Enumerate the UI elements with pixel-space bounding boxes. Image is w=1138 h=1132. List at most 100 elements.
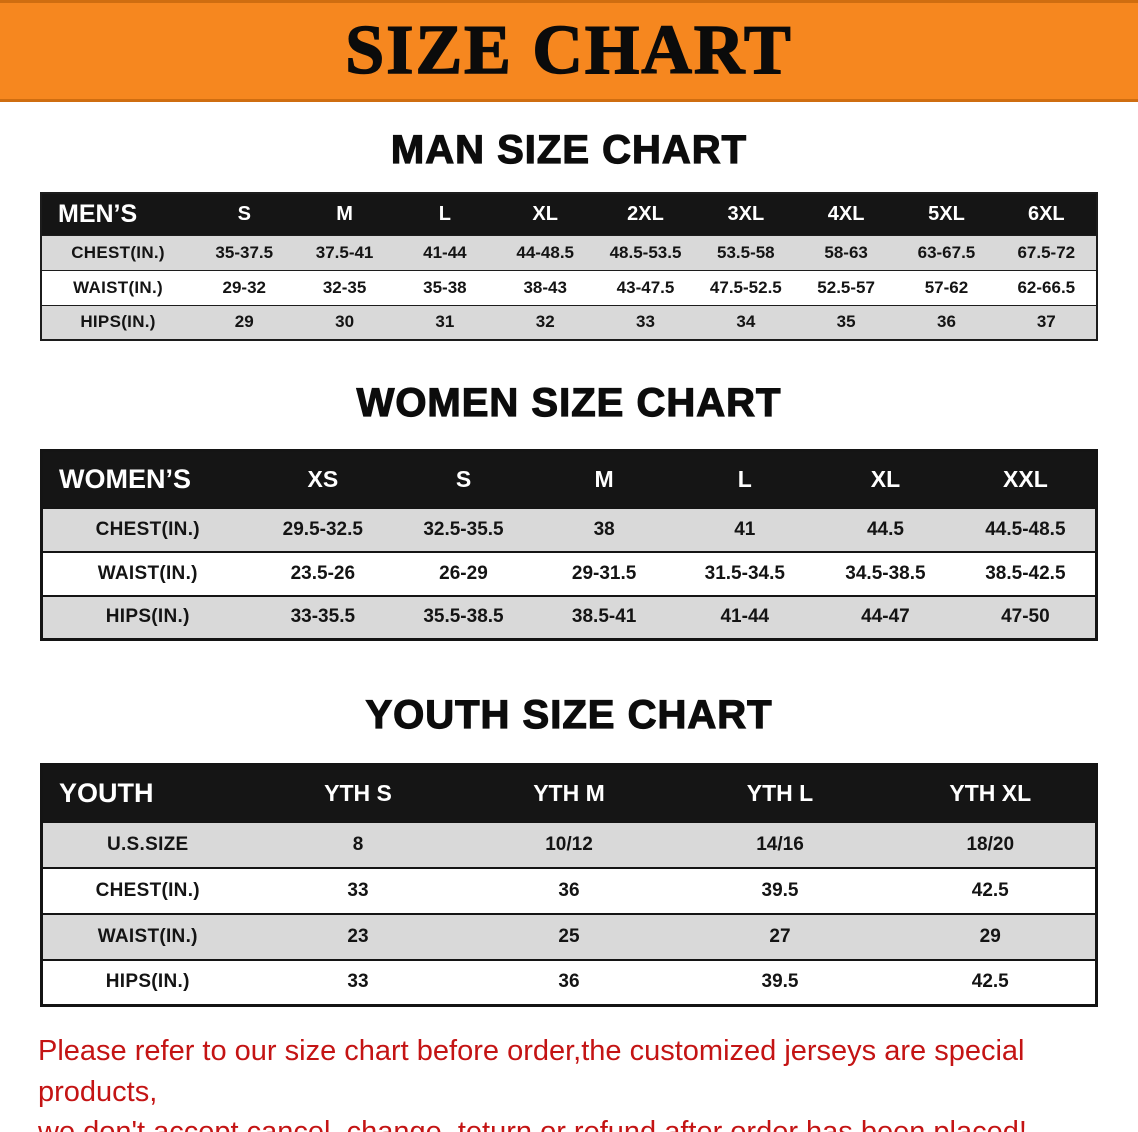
size-value-cell: 35-37.5 [194, 234, 295, 270]
size-column-header: M [294, 193, 395, 235]
row-label-cell: CHEST(IN.) [41, 506, 253, 552]
size-value-cell: 33 [252, 958, 464, 1006]
size-value-cell: 39.5 [674, 866, 886, 914]
size-value-cell: 32 [495, 304, 596, 340]
size-column-header: L [674, 450, 816, 508]
size-value-cell: 41-44 [674, 594, 816, 640]
men-size-section: MAN SIZE CHART MEN’S S M L XL 2XL 3XL 4XL 5XL 6XL… [0, 102, 1138, 341]
banner-title: SIZE CHART [345, 12, 793, 89]
table-corner-label: YOUTH [41, 764, 253, 822]
size-value-cell: 35 [795, 304, 897, 340]
size-value-cell: 37.5-41 [294, 234, 395, 270]
size-value-cell: 14/16 [674, 820, 886, 868]
women-size-section: WOMEN SIZE CHART WOMEN’S XS S M L XL XXL CHEST(… [0, 341, 1138, 641]
size-value-cell: 34.5-38.5 [815, 550, 956, 596]
size-value-cell: 42.5 [885, 866, 1097, 914]
size-value-cell: 52.5-57 [795, 269, 897, 305]
table-header-row: MEN’S S M L XL 2XL 3XL 4XL 5XL 6XL [41, 193, 1097, 235]
size-value-cell: 42.5 [885, 958, 1097, 1006]
row-label-cell: WAIST(IN.) [41, 550, 253, 596]
size-column-header: S [194, 193, 295, 235]
size-value-cell: 33-35.5 [252, 594, 394, 640]
row-label-cell: HIPS(IN.) [41, 304, 195, 340]
size-value-cell: 44.5-48.5 [955, 506, 1097, 552]
disclaimer-line: we don't accept cancel, change, teturn o… [38, 1112, 1108, 1132]
table-row: CHEST(IN.) 29.5-32.5 32.5-35.5 38 41 44.5 44.5… [41, 506, 1097, 552]
disclaimer: Please refer to our size chart before or… [38, 1031, 1108, 1132]
size-column-header: 3XL [695, 193, 796, 235]
size-column-header: YTH L [674, 764, 886, 822]
size-value-cell: 26-29 [393, 550, 534, 596]
size-column-header: YTH XL [885, 764, 1097, 822]
size-value-cell: 48.5-53.5 [595, 234, 696, 270]
size-value-cell: 35-38 [394, 269, 496, 305]
table-row: WAIST(IN.) 23.5-26 26-29 29-31.5 31.5-34.5 34… [41, 550, 1097, 596]
size-value-cell: 29 [194, 304, 295, 340]
row-label-cell: HIPS(IN.) [41, 958, 253, 1006]
size-value-cell: 63-67.5 [896, 234, 997, 270]
size-value-cell: 39.5 [674, 958, 886, 1006]
table-row: CHEST(IN.) 33 36 39.5 42.5 [41, 866, 1097, 914]
disclaimer-line: Please refer to our size chart before or… [38, 1035, 1025, 1108]
table-corner-label: MEN’S [41, 193, 195, 235]
table-row: HIPS(IN.) 29 30 31 32 33 34 35 36 37 [41, 304, 1097, 340]
size-column-header: 4XL [795, 193, 897, 235]
men-table-wrap: MEN’S S M L XL 2XL 3XL 4XL 5XL 6XL CHEST(IN.) 35-37… [40, 192, 1098, 341]
size-value-cell: 53.5-58 [695, 234, 796, 270]
size-value-cell: 33 [595, 304, 696, 340]
row-label-cell: CHEST(IN.) [41, 866, 253, 914]
size-value-cell: 29-32 [194, 269, 295, 305]
size-value-cell: 58-63 [795, 234, 897, 270]
size-column-header: XL [815, 450, 956, 508]
row-label-cell: CHEST(IN.) [41, 234, 195, 270]
size-value-cell: 47-50 [955, 594, 1097, 640]
men-size-table: MEN’S S M L XL 2XL 3XL 4XL 5XL 6XL CHEST(IN.) 35-37… [40, 192, 1098, 341]
size-column-header: M [533, 450, 675, 508]
size-value-cell: 31.5-34.5 [674, 550, 816, 596]
size-value-cell: 29-31.5 [533, 550, 675, 596]
size-value-cell: 18/20 [885, 820, 1097, 868]
size-value-cell: 10/12 [463, 820, 675, 868]
size-value-cell: 30 [294, 304, 395, 340]
women-size-table: WOMEN’S XS S M L XL XXL CHEST(IN.) 29.5-32.5 32.5… [40, 449, 1098, 641]
size-column-header: XL [495, 193, 596, 235]
table-header-row: WOMEN’S XS S M L XL XXL [41, 450, 1097, 508]
size-value-cell: 43-47.5 [595, 269, 696, 305]
size-value-cell: 41-44 [394, 234, 496, 270]
women-section-heading: WOMEN SIZE CHART [356, 380, 782, 425]
youth-section-heading: YOUTH SIZE CHART [365, 692, 773, 737]
size-column-header: YTH S [252, 764, 464, 822]
row-label-cell: HIPS(IN.) [41, 594, 253, 640]
size-value-cell: 29.5-32.5 [252, 506, 394, 552]
table-row: U.S.SIZE 8 10/12 14/16 18/20 [41, 820, 1097, 868]
size-value-cell: 27 [674, 912, 886, 960]
size-value-cell: 8 [252, 820, 464, 868]
size-value-cell: 41 [674, 506, 816, 552]
size-value-cell: 32.5-35.5 [393, 506, 534, 552]
size-column-header: 5XL [896, 193, 997, 235]
size-column-header: L [394, 193, 496, 235]
size-value-cell: 36 [896, 304, 997, 340]
size-column-header: YTH M [463, 764, 675, 822]
row-label-cell: U.S.SIZE [41, 820, 253, 868]
size-column-header: XS [252, 450, 394, 508]
size-value-cell: 38-43 [495, 269, 596, 305]
size-value-cell: 44-48.5 [495, 234, 596, 270]
size-value-cell: 35.5-38.5 [393, 594, 534, 640]
size-value-cell: 47.5-52.5 [695, 269, 796, 305]
size-value-cell: 38.5-41 [533, 594, 675, 640]
size-value-cell: 32-35 [294, 269, 395, 305]
size-value-cell: 23.5-26 [252, 550, 394, 596]
size-value-cell: 38.5-42.5 [955, 550, 1097, 596]
youth-table-wrap: YOUTH YTH S YTH M YTH L YTH XL U.S.SIZE 8 10/12… [40, 763, 1098, 1007]
table-row: WAIST(IN.) 29-32 32-35 35-38 38-43 43-47.5 47.… [41, 269, 1097, 305]
women-table-wrap: WOMEN’S XS S M L XL XXL CHEST(IN.) 29.5-32.5 32.5… [40, 449, 1098, 641]
size-column-header: XXL [955, 450, 1097, 508]
size-value-cell: 34 [695, 304, 796, 340]
size-value-cell: 31 [394, 304, 496, 340]
size-value-cell: 23 [252, 912, 464, 960]
table-row: HIPS(IN.) 33 36 39.5 42.5 [41, 958, 1097, 1006]
men-section-heading: MAN SIZE CHART [390, 127, 748, 172]
size-value-cell: 36 [463, 866, 675, 914]
